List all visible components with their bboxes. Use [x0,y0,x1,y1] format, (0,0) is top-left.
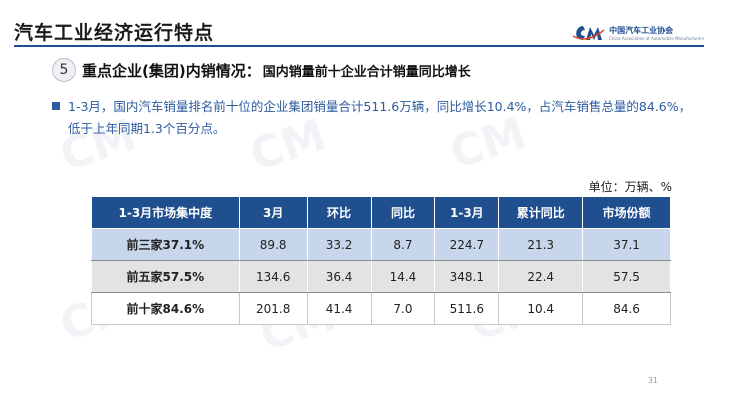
table-cell: 36.4 [306,260,372,293]
table-cell: 84.6 [582,292,671,325]
table-cell: 8.7 [370,228,436,261]
table-cell: 22.4 [498,260,584,293]
table-cell: 10.4 [498,292,584,325]
table-cell: 37.1 [582,228,671,261]
table-cell: 89.8 [238,228,308,261]
section-heading: 5 重点企业(集团)内销情况： 国内销量前十企业合计销量同比增长 [52,58,471,82]
table-row: 前三家37.1% 89.8 33.2 8.7 224.7 21.3 37.1 [91,228,671,261]
caam-logo-icon [572,26,605,40]
table-row: 前五家57.5% 134.6 36.4 14.4 348.1 22.4 57.5 [91,260,671,293]
concentration-table: 1-3月市场集中度 3月 环比 同比 1-3月 累计同比 市场份额 前三家37.… [91,196,671,325]
table-cell: 224.7 [434,228,500,261]
table-row: 前十家84.6% 201.8 41.4 7.0 511.6 10.4 84.6 [91,292,671,325]
logo-name: 中国汽车工业协会 [609,26,674,35]
column-header: 3月 [238,196,308,229]
table-cell: 201.8 [238,292,308,325]
summary-bullet: 1-3月，国内汽车销量排名前十位的企业集团销量合计511.6万辆，同比增长10.… [52,96,692,140]
table-cell: 33.2 [306,228,372,261]
column-header: 1-3月 [434,196,500,229]
table-cell: 41.4 [306,292,372,325]
caam-logo: 中国汽车工业协会 China Association of Automobile… [571,22,704,44]
column-header: 1-3月市场集中度 [91,196,240,229]
unit-label: 单位：万辆、% [588,180,672,194]
logo-name-en: China Association of Automobile Manufact… [609,36,704,41]
section-subtitle: 国内销量前十企业合计销量同比增长 [262,64,471,80]
page-title: 汽车工业经济运行特点 [14,22,215,44]
table-cell: 348.1 [434,260,500,293]
header-divider [14,45,704,47]
row-label: 前三家37.1% [91,228,240,261]
table-cell: 14.4 [370,260,436,293]
row-label: 前十家84.6% [91,292,240,325]
table-cell: 57.5 [582,260,671,293]
table-cell: 7.0 [370,292,436,325]
table-header-row: 1-3月市场集中度 3月 环比 同比 1-3月 累计同比 市场份额 [91,196,671,229]
column-header: 市场份额 [582,196,671,229]
table-cell: 21.3 [498,228,584,261]
summary-text: 1-3月，国内汽车销量排名前十位的企业集团销量合计511.6万辆，同比增长10.… [68,99,692,136]
row-label: 前五家57.5% [91,260,240,293]
column-header: 累计同比 [498,196,584,229]
section-title: 重点企业(集团)内销情况： [82,61,261,80]
column-header: 环比 [306,196,372,229]
table-cell: 511.6 [434,292,500,325]
page-number: 31 [647,376,658,385]
column-header: 同比 [370,196,436,229]
table-cell: 134.6 [238,260,308,293]
section-number: 5 [52,58,76,82]
bullet-square-icon [52,102,60,110]
